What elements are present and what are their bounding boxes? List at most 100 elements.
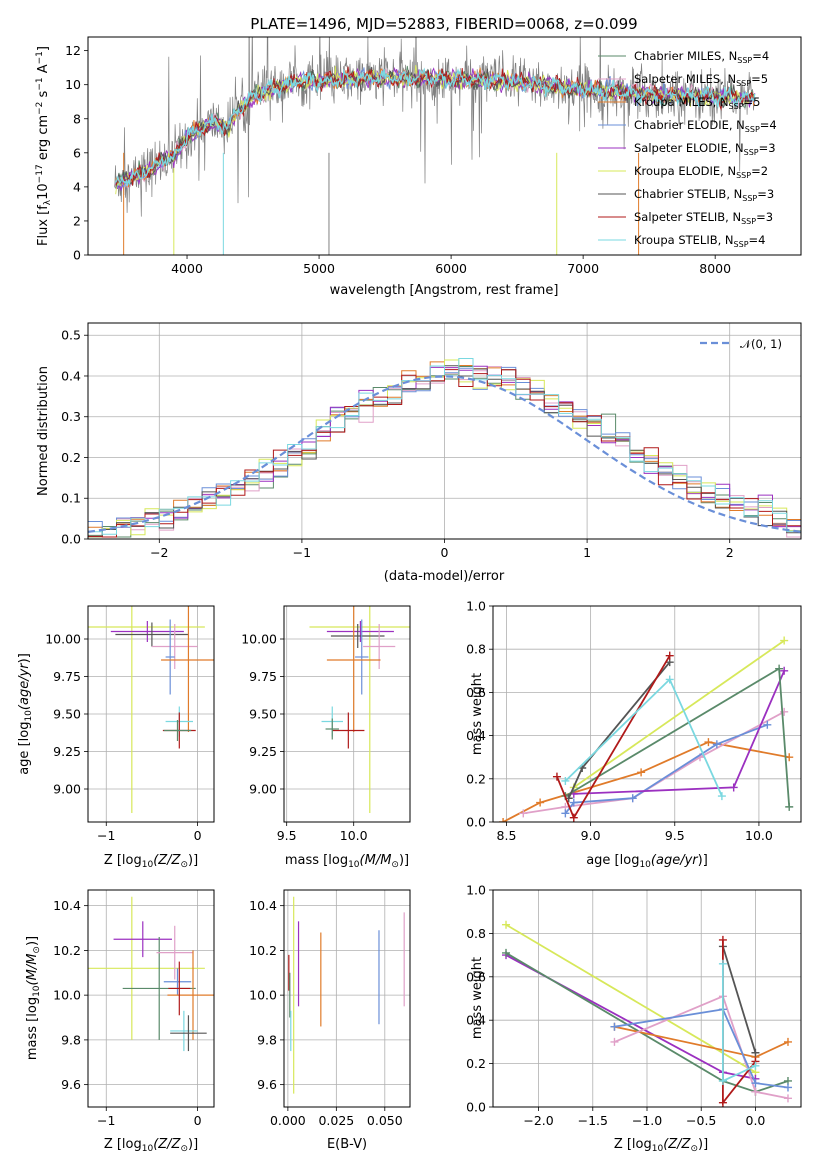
x-tick-label: 9.5 — [665, 828, 685, 843]
y-tick-label: 6 — [73, 145, 81, 160]
x-tick-label: −2.0 — [523, 1113, 553, 1128]
series-marker — [569, 813, 578, 822]
x-tick-label: 8000 — [699, 261, 731, 276]
plot-area — [288, 896, 405, 1094]
series-marker — [729, 783, 738, 792]
y-tick-label: 9.75 — [249, 669, 277, 684]
x-axis-label-part: 10 — [142, 1144, 154, 1154]
x-tick-label: 10.0 — [745, 828, 773, 843]
errorbar-point — [170, 1015, 207, 1052]
errorbar-point — [355, 619, 369, 695]
plot-area — [502, 920, 792, 1107]
legend-eq: = — [759, 141, 769, 155]
y-axis-label-part: −2 — [35, 102, 45, 115]
x-tick-label: −1 — [97, 1113, 115, 1128]
x-tick-label: −1 — [293, 545, 311, 560]
x-axis-label: age [log10(age/yr)] — [586, 853, 708, 870]
plot-frame — [283, 889, 411, 1108]
legend-entry: Salpeter MILES, NSSP=5 — [634, 72, 768, 88]
series-line — [573, 670, 786, 795]
y-tick-label: 9.75 — [53, 669, 81, 684]
x-axis-label-text: Z [log — [104, 853, 142, 868]
y-tick-label: 0.2 — [466, 771, 486, 786]
series-marker — [499, 818, 508, 822]
spectrum-data-line — [114, 37, 755, 217]
legend-eq: = — [751, 72, 761, 86]
legend-sub: SSP — [742, 194, 757, 203]
x-axis-label: mass [log10(M/M⊙)] — [285, 853, 409, 870]
legend-eq: = — [757, 187, 767, 201]
y-tick-label: 0.0 — [466, 815, 486, 830]
series-marker — [785, 753, 794, 762]
y-tick-label: 0.8 — [466, 642, 486, 657]
series-marker — [780, 636, 789, 645]
normal-distribution-curve — [88, 375, 801, 533]
errorbar-point — [330, 624, 385, 648]
series-marker — [775, 664, 784, 673]
y-axis-label-part: −1 — [35, 51, 45, 64]
errorbar-point — [325, 718, 339, 740]
plot-frame — [492, 889, 802, 1108]
y-tick-label: 10.4 — [53, 898, 81, 913]
y-axis-label: age [log10(age/yr)] — [17, 653, 34, 775]
legend-eq: = — [751, 164, 761, 178]
legend-eq: = — [756, 210, 766, 224]
y-axis-label: Flux [fλ10−17 erg cm−2 s−1 A−1] — [35, 46, 53, 246]
errorbar-point — [163, 720, 192, 741]
errorbar-point — [326, 606, 381, 732]
x-tick-label: 0 — [441, 545, 449, 560]
series-marker — [502, 948, 511, 957]
legend-entry: Chabrier ELODIE, NSSP=4 — [634, 118, 777, 134]
y-tick-label: 1.0 — [466, 599, 486, 614]
x-axis-label-part: (Z/Z — [153, 853, 181, 868]
series-marker — [783, 1037, 792, 1046]
x-axis-label-part: )] — [188, 853, 198, 868]
errorbar-point — [161, 606, 214, 732]
legend-sub: SSP — [741, 217, 756, 226]
spectrum-model-line — [115, 67, 756, 187]
y-tick-label: 9.25 — [53, 744, 81, 759]
series-marker — [704, 738, 713, 747]
y-tick-label: 10.00 — [45, 632, 81, 647]
legend-nssp: 3 — [767, 187, 774, 201]
legend-nssp: 4 — [758, 233, 765, 247]
y-axis-label-part: s — [36, 90, 51, 101]
series-marker — [610, 1022, 619, 1031]
x-tick-label: 0 — [194, 1113, 202, 1128]
x-axis-label-part: )] — [399, 853, 409, 868]
y-tick-label: 0.1 — [61, 491, 81, 506]
series-marker — [610, 1037, 619, 1046]
y-tick-label: 10.0 — [53, 988, 81, 1003]
legend-nssp: 4 — [762, 49, 769, 63]
legend-label: Salpeter ELODIE, N — [634, 141, 744, 155]
legend-label: Chabrier MILES, N — [634, 49, 737, 63]
series-line — [722, 946, 757, 1054]
x-axis-label-part: ⊙ — [180, 1144, 188, 1154]
legend-sub: SSP — [745, 125, 760, 134]
y-axis-label-part: )] — [25, 936, 40, 946]
x-tick-label: −1 — [97, 828, 115, 843]
x-tick-label: 6000 — [435, 261, 467, 276]
x-tick-label: −2 — [150, 545, 168, 560]
x-tick-label: 9.5 — [277, 828, 297, 843]
legend-nssp: 3 — [768, 141, 775, 155]
errorbar-point — [363, 624, 396, 669]
legend-nssp: 5 — [753, 95, 760, 109]
series-marker — [519, 809, 528, 818]
x-axis-label-part: 10 — [652, 1144, 664, 1154]
plot-area — [114, 37, 756, 255]
plot-frame — [87, 322, 802, 540]
errorbar-point — [170, 1010, 198, 1052]
y-axis-label-text: mass [log — [25, 997, 40, 1060]
grid — [88, 606, 214, 822]
y-axis-label-part: )] — [17, 653, 32, 663]
series-marker — [665, 675, 674, 684]
plot-area — [309, 606, 410, 813]
series-marker — [536, 798, 545, 807]
y-tick-label: 0.6 — [466, 685, 486, 700]
y-tick-label: 9.6 — [257, 1077, 277, 1092]
figure-title: PLATE=1496, MJD=52883, FIBERID=0068, z=0… — [250, 15, 637, 33]
y-axis-label: mass weight — [470, 957, 485, 1039]
y-tick-label: 0.8 — [466, 926, 486, 941]
